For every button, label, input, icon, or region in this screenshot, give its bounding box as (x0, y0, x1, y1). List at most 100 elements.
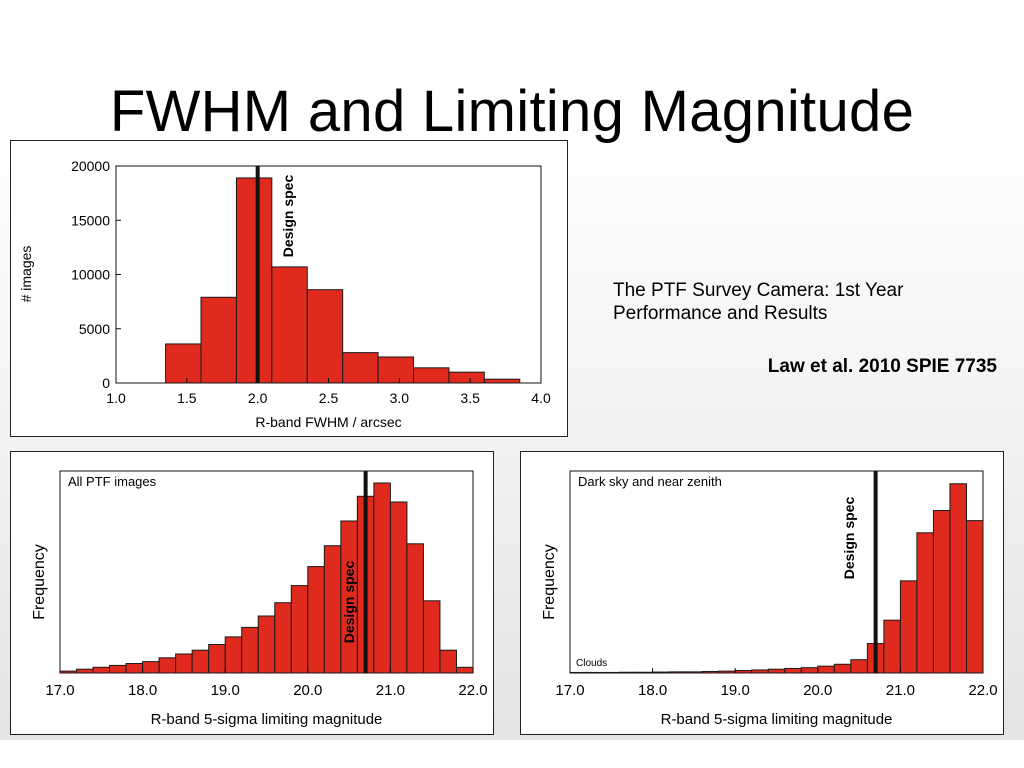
histogram-bar (569, 671, 588, 674)
plot-legend-text: All PTF images (68, 474, 157, 489)
histogram-bar (241, 626, 259, 674)
x-tick-label: 1.5 (177, 390, 197, 406)
histogram-bar (306, 289, 344, 384)
histogram-bar (125, 663, 144, 674)
x-axis-label: R-band 5-sigma limiting magnitude (151, 711, 383, 728)
x-tick-label: 21.0 (376, 682, 405, 699)
histogram-bar (899, 580, 918, 674)
histogram-bar (413, 367, 450, 384)
histogram-bar (439, 649, 457, 674)
histogram-bar (76, 668, 94, 674)
histogram-bar (389, 501, 408, 674)
histogram-bar (652, 671, 670, 674)
histogram-bar (817, 665, 835, 674)
x-axis-label: R-band FWHM / arcsec (255, 414, 401, 430)
histogram-bar (619, 671, 637, 674)
x-tick-label: 20.0 (803, 682, 832, 699)
x-tick-label: 1.0 (106, 390, 126, 406)
histogram-bar (373, 482, 391, 674)
x-tick-label: 17.0 (45, 682, 74, 699)
x-tick-label: 3.0 (390, 390, 410, 406)
histogram-bar (175, 653, 193, 674)
histogram-bar (271, 266, 308, 384)
y-tick-label: 0 (102, 375, 110, 391)
x-tick-label: 20.0 (293, 682, 322, 699)
y-axis-label: Frequency (31, 544, 48, 620)
histogram-bar (965, 520, 984, 674)
histogram-bar (158, 657, 177, 674)
histogram-bar (701, 670, 720, 674)
histogram-bar (734, 670, 753, 674)
histogram-bar (274, 602, 292, 674)
histogram-bar (949, 483, 967, 674)
histogram-bar (224, 636, 243, 674)
histogram-bar (718, 670, 736, 674)
histogram-bar (191, 649, 210, 674)
reference-citation: Law et al. 2010 SPIE 7735 (767, 356, 997, 377)
histogram-bar (850, 659, 868, 674)
x-tick-label: 4.0 (531, 390, 551, 406)
histogram-bar (200, 296, 237, 384)
slide-title: FWHM and Limiting Magnitude (109, 78, 915, 144)
histogram-bar (916, 532, 934, 674)
histogram-bar (290, 585, 309, 674)
histogram-bar (932, 510, 951, 674)
histogram-bar (448, 371, 485, 384)
histogram-bar (455, 666, 474, 674)
plot-legend-text: Dark sky and near zenith (578, 474, 722, 489)
histogram-bar (235, 177, 273, 384)
design-spec-label: Design spec (280, 175, 296, 258)
y-tick-label: 5000 (79, 321, 110, 337)
x-tick-label: 2.5 (319, 390, 339, 406)
histogram-bar (422, 600, 441, 674)
x-tick-label: 2.0 (248, 390, 268, 406)
histogram-bar (833, 663, 852, 674)
all-images-chart-panel: 17.0 18.0 19.0 20.0 21.0 22.0 R-band 5-sigma l… (10, 451, 494, 735)
x-tick-label: 18.0 (638, 682, 667, 699)
histogram-bar (586, 671, 604, 674)
fwhm-histogram: 1.0 1.5 2.0 2.5 3.0 3.5 4.0 0 5000 10000 15000 2000… (18, 158, 551, 430)
histogram-bar (635, 671, 654, 674)
histogram-bar (751, 669, 769, 674)
x-axis-label: R-band 5-sigma limiting magnitude (661, 711, 893, 728)
histogram-bar (685, 671, 703, 674)
histogram-bar (483, 378, 521, 384)
histogram-bar (668, 671, 687, 674)
design-spec-label: Design spec (841, 497, 857, 580)
x-tick-label: 17.0 (555, 682, 584, 699)
histogram-bar (307, 566, 325, 674)
x-tick-label: 21.0 (886, 682, 915, 699)
y-tick-label: 20000 (71, 158, 110, 174)
x-tick-label: 18.0 (128, 682, 157, 699)
histogram-bar (323, 545, 342, 674)
histogram-bar (109, 664, 127, 674)
histogram-bar (883, 619, 901, 674)
dark-sky-chart-panel: 17.0 18.0 19.0 20.0 21.0 22.0 R-band 5-sigma l… (520, 451, 1004, 735)
all-images-histogram: 17.0 18.0 19.0 20.0 21.0 22.0 R-band 5-sigma l… (31, 470, 488, 728)
y-tick-label: 15000 (71, 212, 110, 228)
x-tick-label: 19.0 (211, 682, 240, 699)
y-tick-label: 10000 (71, 267, 110, 283)
histogram-bar (800, 667, 819, 674)
histogram-bar (92, 666, 111, 674)
x-tick-label: 3.5 (460, 390, 480, 406)
histogram-bar (59, 670, 78, 674)
y-axis-label: Frequency (541, 544, 558, 620)
x-tick-label: 22.0 (968, 682, 997, 699)
histogram-bar (208, 644, 226, 674)
fwhm-chart-panel: 1.0 1.5 2.0 2.5 3.0 3.5 4.0 0 5000 10000 15000 2000… (10, 140, 568, 437)
y-axis-label: # images (18, 246, 34, 303)
x-tick-label: 22.0 (458, 682, 487, 699)
reference-title: The PTF Survey Camera: 1st Year Performa… (613, 280, 904, 324)
clouds-note: Clouds (576, 658, 607, 669)
histogram-bar (767, 668, 786, 674)
histogram-bar (377, 356, 415, 384)
dark-sky-histogram: 17.0 18.0 19.0 20.0 21.0 22.0 R-band 5-sigma l… (541, 470, 998, 728)
histogram-bar (406, 543, 424, 674)
histogram-bar (165, 343, 202, 384)
histogram-bar (257, 615, 276, 674)
histogram-bar (784, 667, 802, 674)
histogram-bar (342, 352, 379, 384)
histogram-bar (142, 661, 160, 674)
x-tick-label: 19.0 (721, 682, 750, 699)
